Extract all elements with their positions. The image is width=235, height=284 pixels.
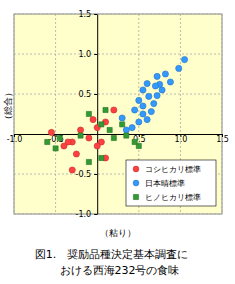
point [48,129,54,135]
y-tick-mark [94,174,97,175]
y-grid-line [14,94,222,95]
point [57,135,62,140]
x-grid-line [55,14,56,214]
point [132,107,138,113]
legend-symbol [133,166,139,172]
point [77,127,83,133]
point [86,159,91,164]
point [120,122,125,127]
x-tick-label: 1.5 [216,135,229,144]
point [65,139,71,145]
grid [14,14,222,214]
x-tick-label: -1.0 [7,135,23,144]
x-tick-label: 0.5 [133,135,146,144]
y-tick: -0.5 [76,170,98,179]
point [111,135,116,140]
point [151,101,157,107]
y-tick-label: 0.5 [78,90,91,99]
title-line: 図1. 奨励品種決定基本調査に [35,248,189,261]
point [136,119,142,125]
plot-area [14,14,222,214]
y-tick: -1.0 [76,210,98,219]
point [107,127,112,132]
point [146,93,152,99]
x-tick: -1.0 [7,134,23,144]
point [144,117,150,123]
point [140,111,146,117]
points [45,57,188,174]
y-tick-label: -0.5 [76,170,92,179]
y-axis-line [97,15,98,215]
chart: -1.0 -0.5 0.5 1.0 1.5 -1.0 -0.5 0.5 1.0 1.5 コシヒカリ標… [0,0,235,284]
x-tick: 1.0 [175,134,188,144]
point [162,71,168,77]
point [144,81,150,87]
y-grid-line [14,214,222,215]
point [45,139,50,144]
point [111,107,117,113]
point [103,107,108,112]
legend-label: ヒノヒカリ標準 [145,193,201,202]
y-tick-mark [94,14,97,15]
y-tick-label: 1.0 [78,50,91,59]
point [86,111,91,116]
point [181,57,187,63]
x-axis-title: （粘り） [100,228,136,238]
x-tick-label: 1.0 [175,135,188,144]
point [73,151,79,157]
y-tick-label: -1.0 [76,210,92,219]
x-axis-line [15,134,223,135]
x-grid-line [222,14,223,214]
y-tick-mark [94,94,97,95]
title-line: おける西海232号の食味 [60,264,180,277]
title: 図1. 奨励品種決定基本調査における西海232号の食味 [35,248,189,277]
x-tick: 0.5 [133,134,146,144]
point [53,146,58,151]
point [90,117,96,123]
point [123,127,129,133]
y-tick: 0.5 [78,90,97,99]
legend-label: 日本晴標準 [145,179,185,188]
legend-box [126,160,216,206]
x-tick: 1.5 [216,134,229,144]
x-axis: -1.0 -0.5 0.5 1.0 1.5 [7,134,229,144]
point [152,83,158,89]
legend-symbol [133,180,139,186]
point [154,93,160,99]
point [176,65,182,71]
point [129,125,135,131]
y-tick: 1.5 [78,10,97,19]
point [140,103,146,109]
point [136,97,142,103]
y-axis: -1.0 -0.5 0.5 1.0 1.5 [76,10,98,219]
point [167,79,173,85]
y-tick-label: 1.5 [78,10,91,19]
x-grid-line [14,14,15,214]
y-axis-title: （総合） [3,88,13,124]
point [148,109,154,115]
point [124,133,129,138]
point [140,87,146,93]
x-tick-label: -0.5 [48,135,64,144]
y-tick: 1.0 [78,50,97,59]
point [99,122,104,127]
point [154,73,160,79]
point [69,167,75,173]
point [78,133,83,138]
y-tick-mark [94,214,97,215]
legend-symbol [133,194,138,199]
point [94,143,100,149]
point [132,139,137,144]
y-grid-line [14,54,222,55]
point [119,115,125,121]
legend: コシヒカリ標準日本晴標準ヒノヒカリ標準 [126,160,216,206]
point [99,155,104,160]
legend-label: コシヒカリ標準 [145,165,201,174]
y-tick-mark [94,54,97,55]
point [159,87,165,93]
point [86,135,92,141]
y-grid-line [14,14,222,15]
